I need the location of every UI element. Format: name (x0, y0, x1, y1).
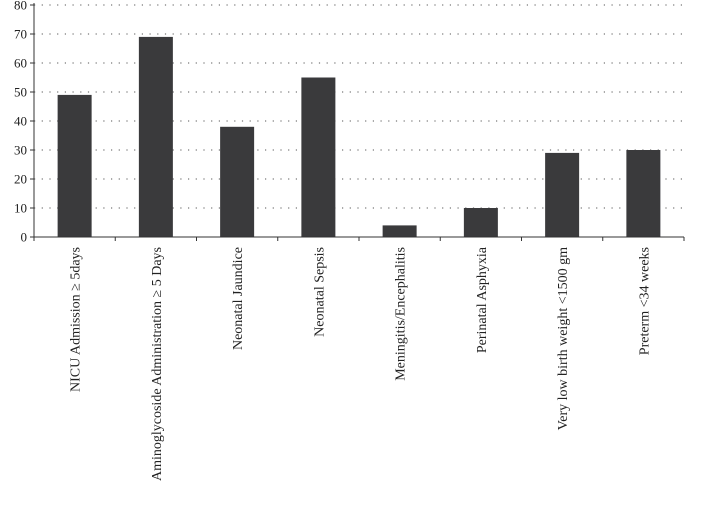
y-tick-label: 40 (14, 114, 27, 129)
y-tick-labels: 0 10 20 30 40 50 60 70 80 (14, 0, 27, 245)
bar (545, 152, 580, 237)
bar (220, 126, 255, 237)
bar (138, 36, 173, 238)
x-category-label: Aminoglycoside Administration ≥ 5 Days (150, 247, 165, 481)
x-category-label: NICU Admission ≥ 5days (69, 247, 84, 392)
y-tick-label: 30 (14, 143, 27, 158)
bar (57, 94, 92, 238)
y-tick-label: 0 (21, 230, 28, 245)
x-category-labels: NICU Admission ≥ 5days Aminoglycoside Adm… (69, 246, 653, 481)
x-category-label: Neonatal Sepsis (312, 247, 327, 337)
x-category-label: Perinatal Asphyxia (475, 246, 490, 353)
bars (57, 36, 661, 238)
bar (463, 208, 498, 237)
x-category-label: Preterm <34 weeks (637, 247, 652, 355)
y-tick-label: 80 (14, 0, 27, 13)
y-tick-label: 60 (14, 56, 27, 71)
gridlines (34, 4, 684, 209)
x-category-label: Very low birth weight <1500 gm (556, 247, 571, 430)
y-tick-label: 10 (14, 201, 27, 216)
x-category-label: Meningitis/Encephalitis (394, 247, 409, 381)
bar (382, 225, 417, 237)
axes (30, 3, 685, 241)
bar (626, 150, 661, 237)
y-tick-label: 20 (14, 172, 27, 187)
x-category-label: Neonatal Jaundice (231, 247, 246, 350)
y-tick-label: 50 (14, 85, 27, 100)
bar (301, 77, 336, 237)
y-tick-label: 70 (14, 27, 27, 42)
